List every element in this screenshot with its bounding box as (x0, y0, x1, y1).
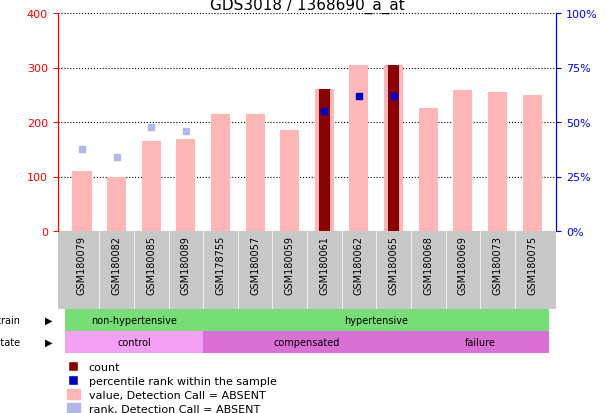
Text: GSM178755: GSM178755 (215, 235, 226, 294)
Text: GSM180065: GSM180065 (389, 235, 399, 294)
Text: non-hypertensive: non-hypertensive (91, 315, 177, 325)
Text: disease state: disease state (0, 337, 20, 347)
Bar (64, 332, 203, 353)
Bar (488, 93, 507, 231)
Bar (142, 142, 161, 231)
Bar (64, 310, 203, 331)
Bar (280, 131, 299, 231)
Bar (319, 90, 330, 231)
Bar (522, 95, 542, 231)
Text: GSM180085: GSM180085 (147, 235, 156, 294)
Bar (246, 114, 264, 231)
Text: failure: failure (465, 337, 496, 347)
Text: GSM180062: GSM180062 (354, 235, 364, 294)
Bar (72, 172, 92, 231)
Text: compensated: compensated (274, 337, 340, 347)
Text: hypertensive: hypertensive (344, 315, 409, 325)
Text: GSM180059: GSM180059 (285, 235, 295, 294)
Bar (454, 91, 472, 231)
Text: GSM180075: GSM180075 (527, 235, 537, 294)
Text: control: control (117, 337, 151, 347)
Bar (315, 90, 334, 231)
Bar (203, 310, 550, 331)
Bar (350, 66, 368, 231)
Text: GSM180073: GSM180073 (492, 235, 502, 294)
Bar (419, 109, 438, 231)
Bar (411, 332, 550, 353)
Bar (176, 140, 195, 231)
Title: GDS3018 / 1368690_a_at: GDS3018 / 1368690_a_at (210, 0, 404, 14)
Text: ▶: ▶ (45, 337, 53, 347)
Text: GSM180079: GSM180079 (77, 235, 87, 294)
Text: strain: strain (0, 315, 20, 325)
Text: ▶: ▶ (45, 315, 53, 325)
Bar (389, 66, 399, 231)
Text: GSM180061: GSM180061 (319, 235, 330, 294)
Bar (107, 177, 126, 231)
Bar (211, 114, 230, 231)
Text: GSM180057: GSM180057 (250, 235, 260, 294)
Text: GSM180069: GSM180069 (458, 235, 468, 294)
Text: GSM180082: GSM180082 (112, 235, 122, 294)
Text: GSM180089: GSM180089 (181, 235, 191, 294)
Legend: count, percentile rank within the sample, value, Detection Call = ABSENT, rank, : count, percentile rank within the sample… (63, 358, 280, 413)
Bar (203, 332, 411, 353)
Bar (384, 66, 403, 231)
Text: GSM180068: GSM180068 (423, 235, 434, 294)
